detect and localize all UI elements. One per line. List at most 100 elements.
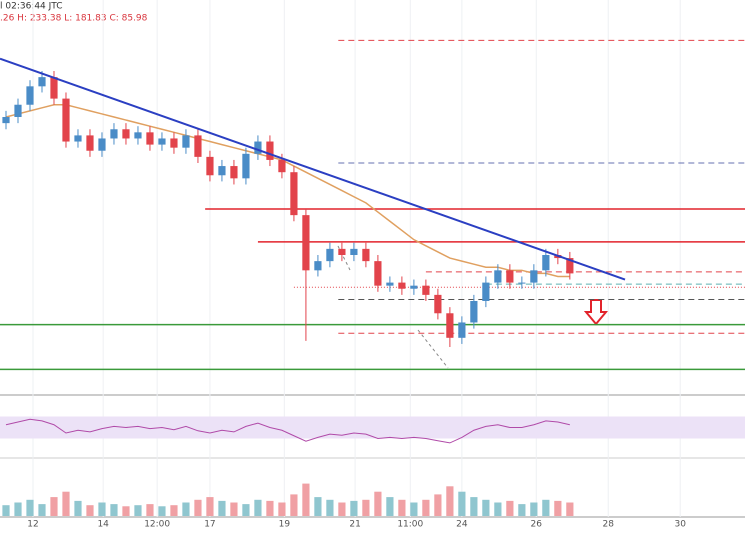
x-tick-label: 17 [204, 520, 215, 530]
candle-body [506, 270, 514, 283]
candle-body [458, 322, 466, 338]
rsi-line [5, 418, 570, 444]
candle-body [218, 166, 226, 176]
candle-body [110, 129, 118, 139]
volume-bar [134, 505, 142, 516]
candle-body [494, 270, 502, 283]
candle-body [98, 138, 106, 151]
volume-bar [14, 502, 22, 516]
candle-body [434, 294, 442, 314]
candle-body [50, 77, 58, 99]
x-tick-label: 12:00 [144, 520, 170, 530]
moving-average [5, 103, 570, 278]
candle-body [26, 86, 34, 105]
volume-bar [230, 502, 238, 516]
volume-bar [566, 502, 574, 516]
volume-bar [350, 500, 358, 516]
x-tick-label: 21 [349, 520, 360, 530]
volume-bar [74, 500, 82, 516]
down-arrow [583, 299, 609, 326]
candle-body [74, 135, 82, 142]
volume-bar [326, 499, 334, 516]
candle-body [38, 77, 46, 87]
candle-body [290, 172, 298, 216]
candle-body [374, 261, 382, 286]
x-tick-label: 30 [674, 520, 686, 530]
volume-bar [470, 497, 478, 516]
candle-body [362, 248, 370, 262]
volume-bar [50, 497, 58, 516]
candle-body [518, 282, 526, 284]
volume-bar [374, 491, 382, 516]
volume-bar [422, 499, 430, 516]
volume-bar [446, 486, 454, 516]
candle-body [398, 282, 406, 289]
volume-bar [182, 502, 190, 516]
candle-body [158, 138, 166, 145]
candle-body [302, 215, 310, 271]
header-ohlc: .26 H: 233.38 L: 181.83 C: 85.98 [0, 14, 148, 24]
candle-body [206, 156, 214, 176]
candle-body [482, 282, 490, 301]
volume-bar [542, 499, 550, 516]
volume-bar [434, 494, 442, 516]
pattern-sketch [337, 245, 449, 369]
volume-bar [314, 497, 322, 516]
volume-bar [38, 504, 46, 516]
volume-bar [110, 504, 118, 516]
volume-bar [278, 502, 286, 516]
candle-body [446, 313, 454, 338]
candle-body [386, 282, 394, 286]
volume-bar [194, 499, 202, 516]
volume-bar [206, 497, 214, 516]
volume-bar [146, 504, 154, 516]
volume-bar [242, 504, 250, 516]
x-tick-label: 11:00 [397, 520, 423, 530]
volume-bar [26, 499, 34, 516]
candle-body [266, 141, 274, 160]
candle-body [338, 248, 346, 255]
x-tick-label: 28 [603, 520, 615, 530]
volume-bar [122, 506, 130, 516]
volume-bar [494, 502, 502, 516]
candle-body [62, 98, 70, 142]
volume-bar [362, 499, 370, 516]
candle-body [2, 117, 10, 124]
volume-bar [398, 499, 406, 516]
candle-body [230, 166, 238, 179]
x-tick-label: 12 [27, 520, 38, 530]
volume-bar [410, 502, 418, 516]
candle-body [14, 104, 22, 117]
x-tick-label: 14 [97, 520, 109, 530]
candle-body [254, 141, 262, 154]
volume-bar [554, 500, 562, 516]
volume-bar [86, 505, 94, 516]
volume-bar [254, 499, 262, 516]
candle-body [350, 248, 358, 255]
candle-body [278, 159, 286, 173]
candle-body [470, 301, 478, 323]
volume-bar [506, 500, 514, 516]
volume-bar [458, 491, 466, 516]
candle-body [146, 132, 154, 145]
volume-bar [98, 502, 106, 516]
candle-body [86, 135, 94, 151]
candle-body [170, 138, 178, 148]
volume-bar [170, 505, 178, 516]
volume-bar [302, 483, 310, 516]
trendline [0, 57, 626, 281]
candle-body [530, 270, 538, 283]
volume-bar [482, 499, 490, 516]
rsi-band [0, 416, 745, 439]
header-time: l 02:36:44 JTC [0, 2, 63, 12]
candle-body [242, 153, 250, 179]
volume-bar [266, 500, 274, 516]
x-tick-label: 24 [456, 520, 468, 530]
candle-body [566, 258, 574, 274]
x-tick-label: 26 [531, 520, 543, 530]
volume-bar [62, 491, 70, 516]
candle-body [542, 255, 550, 271]
volume-bar [386, 497, 394, 516]
